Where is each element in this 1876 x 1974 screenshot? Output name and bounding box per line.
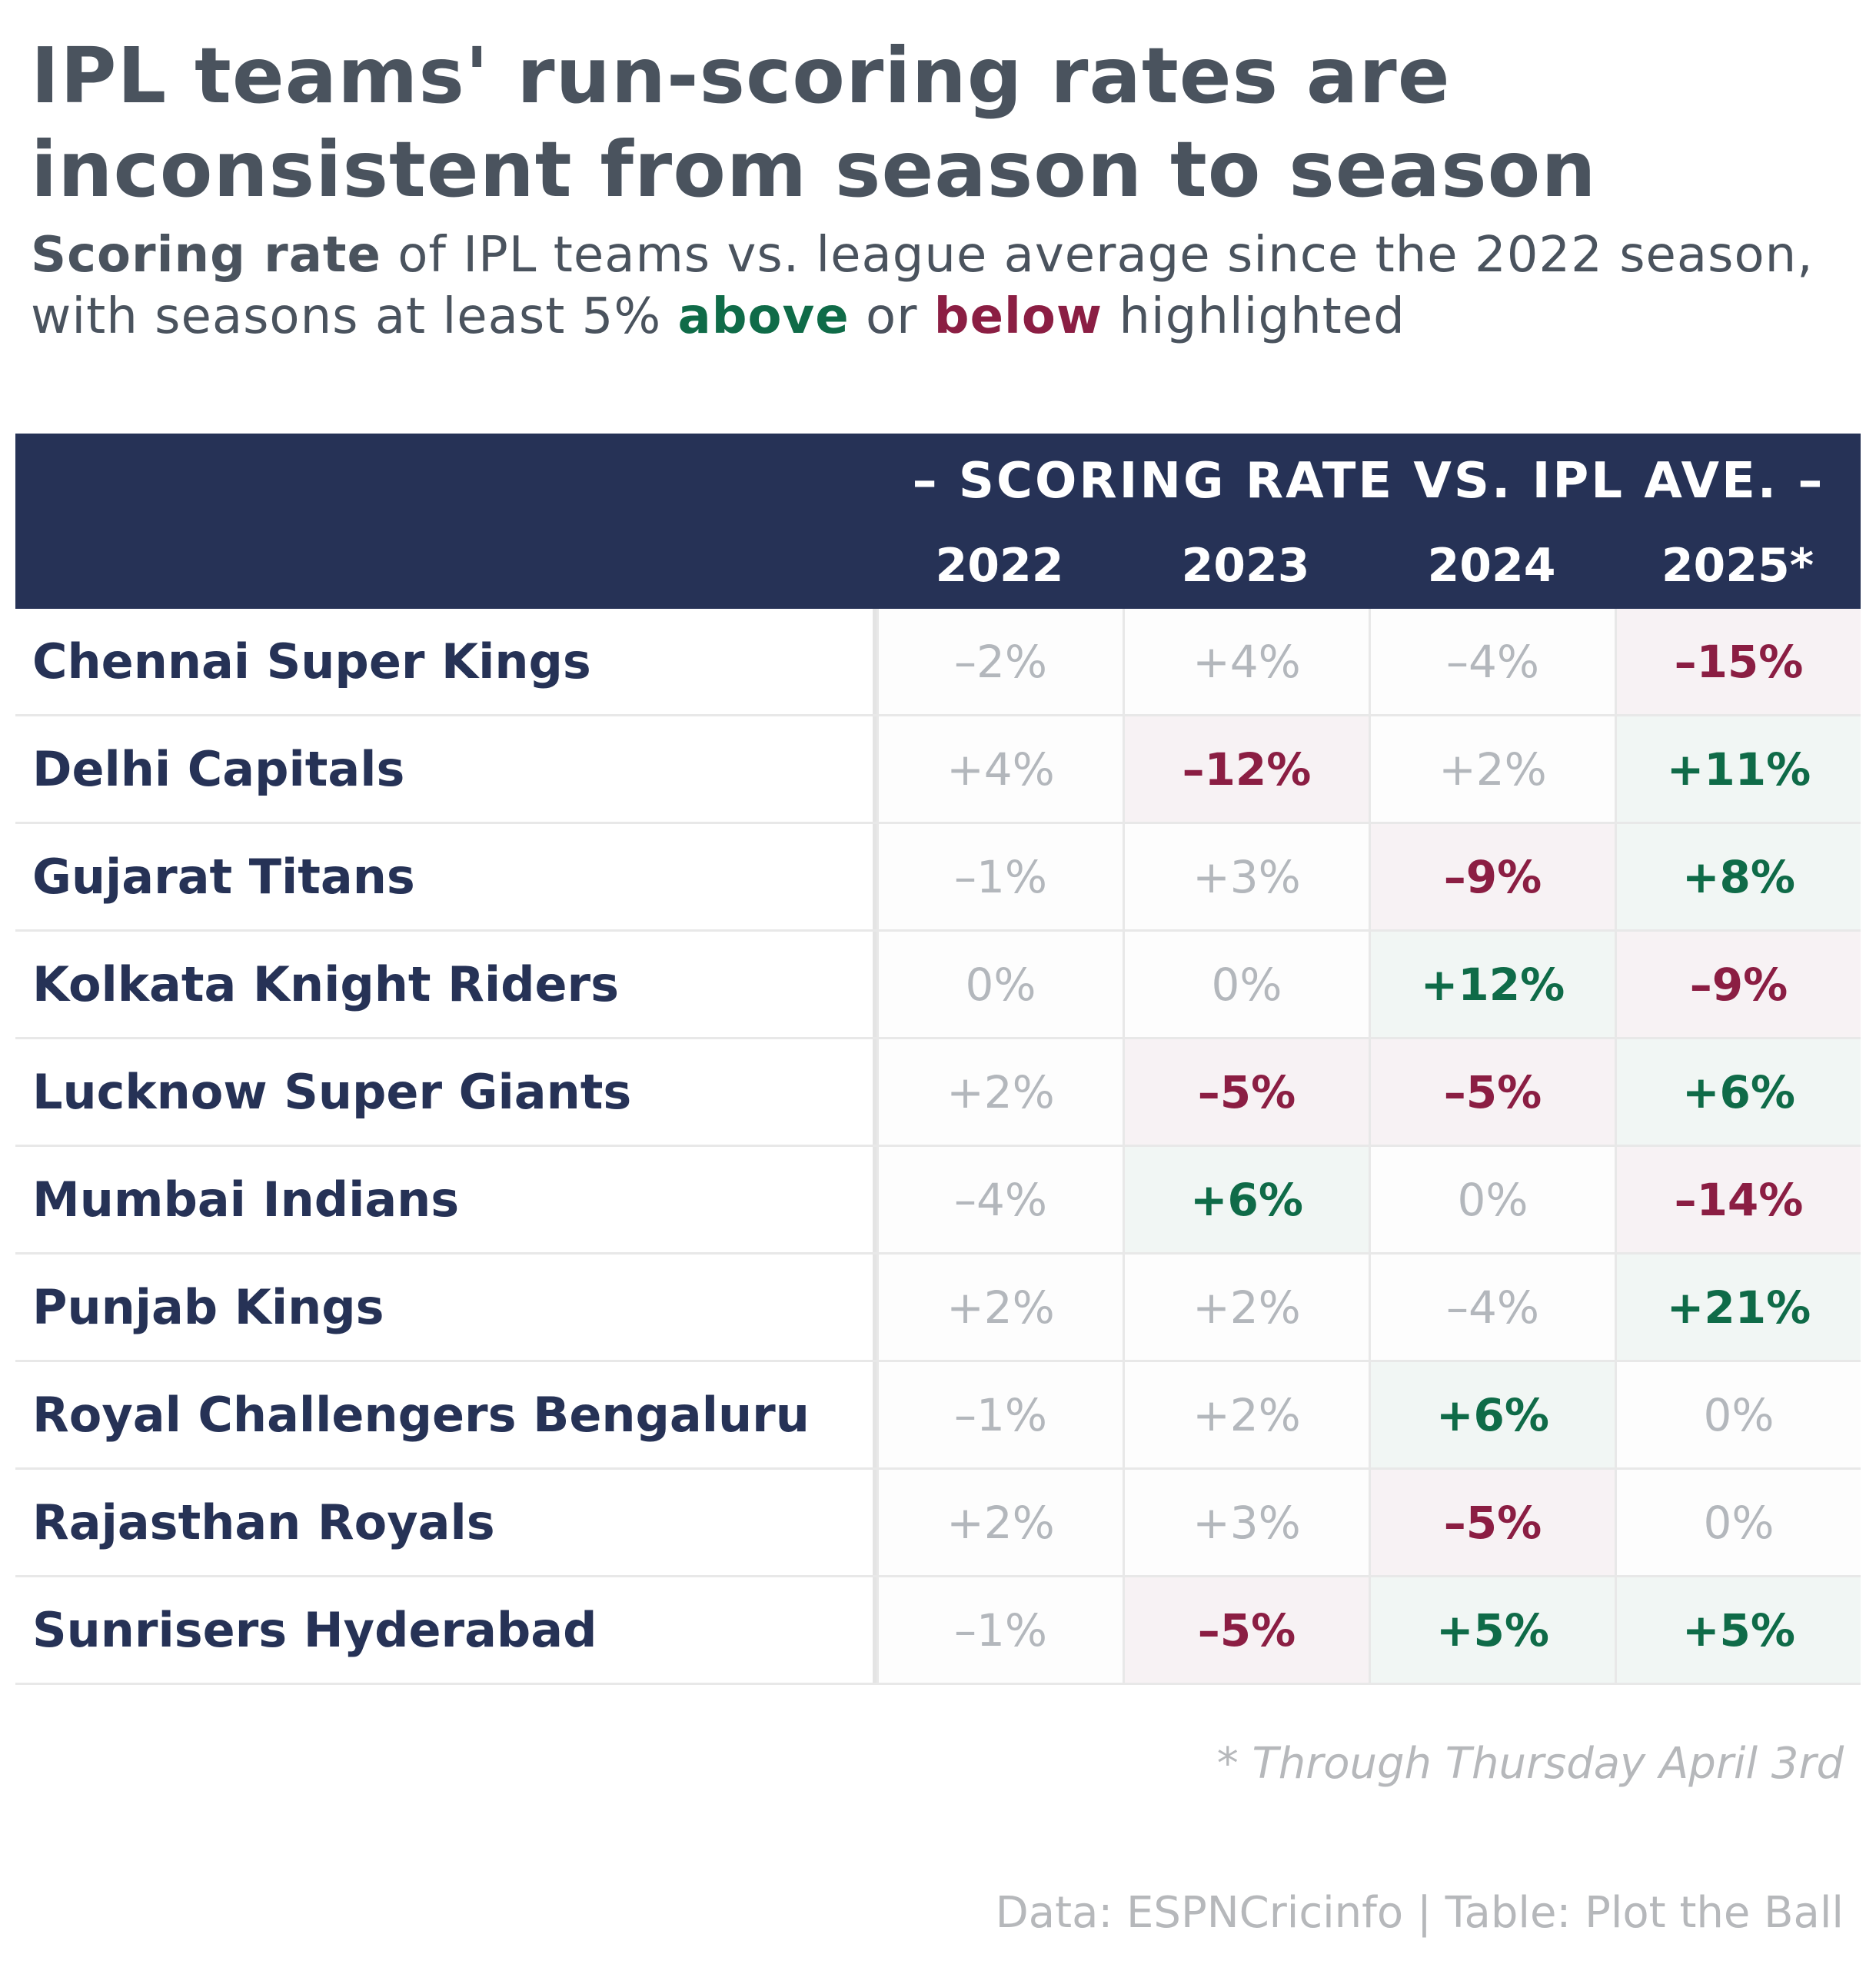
value-cell-2022: –1% [876, 1362, 1123, 1467]
value-cell-2022: –1% [876, 824, 1123, 929]
column-divider [873, 1577, 876, 1683]
team-name: Mumbai Indians [32, 1171, 460, 1228]
table-row: Delhi Capitals +4% –12% +2% +11% [15, 716, 1861, 824]
value-cell-2022: –2% [876, 609, 1123, 714]
value-cell-2024: 0% [1369, 1147, 1615, 1252]
column-divider [873, 1039, 876, 1145]
subtitle-lead: Scoring rate [31, 227, 381, 284]
value-cell-2024: –4% [1369, 1255, 1615, 1360]
value-cell-2022: +4% [876, 716, 1123, 822]
value-cell-2024: –5% [1369, 1470, 1615, 1575]
team-name: Sunrisers Hyderabad [32, 1602, 597, 1658]
value-cell-2022: –1% [876, 1577, 1123, 1683]
table-row: Rajasthan Royals +2% +3% –5% 0% [15, 1470, 1861, 1577]
value-cell-2024: –4% [1369, 609, 1615, 714]
table-row: Chennai Super Kings –2% +4% –4% –15% [15, 609, 1861, 716]
value-cell-2024: –9% [1369, 824, 1615, 929]
value-cell-2023: –5% [1123, 1577, 1369, 1683]
source-credit: Data: ESPNCricinfo | Table: Plot the Bal… [995, 1888, 1844, 1938]
team-name: Royal Challengers Bengaluru [32, 1387, 810, 1443]
value-cell-2023: +3% [1123, 1470, 1369, 1575]
column-divider [873, 1255, 876, 1360]
column-header-2023: 2023 [1181, 539, 1310, 593]
value-cell-2025: +21% [1615, 1255, 1861, 1360]
value-cell-2025: +8% [1615, 824, 1861, 929]
value-cell-2025: 0% [1615, 1470, 1861, 1575]
column-divider [873, 1470, 876, 1575]
chart-title: IPL teams' run-scoring rates are inconsi… [31, 31, 1597, 214]
table-header: – SCORING RATE VS. IPL AVE. – 2022 2023 … [15, 434, 1861, 609]
value-cell-2023: 0% [1123, 932, 1369, 1037]
subtitle-part1: of IPL teams vs. league average since th… [31, 227, 1814, 345]
value-cell-2022: +2% [876, 1255, 1123, 1360]
value-cell-2024: +5% [1369, 1577, 1615, 1683]
value-cell-2025: 0% [1615, 1362, 1861, 1467]
chart-subtitle: Scoring rate of IPL teams vs. league ave… [31, 224, 1845, 347]
table-row: Mumbai Indians –4% +6% 0% –14% [15, 1147, 1861, 1255]
value-cell-2024: +6% [1369, 1362, 1615, 1467]
team-name: Delhi Capitals [32, 741, 405, 797]
value-cell-2023: +3% [1123, 824, 1369, 929]
column-divider [873, 1362, 876, 1467]
column-divider [873, 716, 876, 822]
value-cell-2023: –5% [1123, 1039, 1369, 1145]
team-name: Rajasthan Royals [32, 1494, 495, 1550]
value-cell-2022: –4% [876, 1147, 1123, 1252]
column-header-2022: 2022 [935, 539, 1064, 593]
value-cell-2023: +6% [1123, 1147, 1369, 1252]
subtitle-below-keyword: below [933, 288, 1103, 345]
scoring-rate-table: – SCORING RATE VS. IPL AVE. – 2022 2023 … [15, 434, 1861, 1685]
value-cell-2025: –15% [1615, 609, 1861, 714]
column-header-2025: 2025* [1661, 539, 1814, 593]
column-group-label: – SCORING RATE VS. IPL AVE. – [912, 453, 1825, 510]
team-name: Chennai Super Kings [32, 633, 591, 690]
column-divider [873, 609, 876, 714]
team-name: Gujarat Titans [32, 849, 415, 905]
table-row: Punjab Kings +2% +2% –4% +21% [15, 1255, 1861, 1362]
column-divider [873, 1147, 876, 1252]
footnote: * Through Thursday April 3rd [1216, 1739, 1844, 1789]
value-cell-2025: +11% [1615, 716, 1861, 822]
value-cell-2024: +12% [1369, 932, 1615, 1037]
column-divider [873, 824, 876, 929]
value-cell-2025: +6% [1615, 1039, 1861, 1145]
team-name: Lucknow Super Giants [32, 1064, 632, 1120]
value-cell-2025: –9% [1615, 932, 1861, 1037]
subtitle-part3: highlighted [1103, 288, 1405, 345]
value-cell-2025: –14% [1615, 1147, 1861, 1252]
value-cell-2025: +5% [1615, 1577, 1861, 1683]
table-body: Chennai Super Kings –2% +4% –4% –15% Delhi Ca… [15, 609, 1861, 1685]
table-row: Lucknow Super Giants +2% –5% –5% +6% [15, 1039, 1861, 1147]
team-name: Punjab Kings [32, 1279, 384, 1335]
table-row: Sunrisers Hyderabad –1% –5% +5% +5% [15, 1577, 1861, 1685]
value-cell-2022: +2% [876, 1039, 1123, 1145]
value-cell-2024: +2% [1369, 716, 1615, 822]
team-name: Kolkata Knight Riders [32, 956, 620, 1012]
value-cell-2023: –12% [1123, 716, 1369, 822]
value-cell-2022: 0% [876, 932, 1123, 1037]
column-divider [873, 932, 876, 1037]
value-cell-2023: +4% [1123, 609, 1369, 714]
value-cell-2024: –5% [1369, 1039, 1615, 1145]
subtitle-part2: or [849, 288, 934, 345]
value-cell-2022: +2% [876, 1470, 1123, 1575]
value-cell-2023: +2% [1123, 1362, 1369, 1467]
column-header-2024: 2024 [1427, 539, 1556, 593]
table-row: Kolkata Knight Riders 0% 0% +12% –9% [15, 932, 1861, 1039]
value-cell-2023: +2% [1123, 1255, 1369, 1360]
table-row: Gujarat Titans –1% +3% –9% +8% [15, 824, 1861, 932]
table-row: Royal Challengers Bengaluru –1% +2% +6% 0% [15, 1362, 1861, 1470]
subtitle-above-keyword: above [677, 288, 850, 345]
